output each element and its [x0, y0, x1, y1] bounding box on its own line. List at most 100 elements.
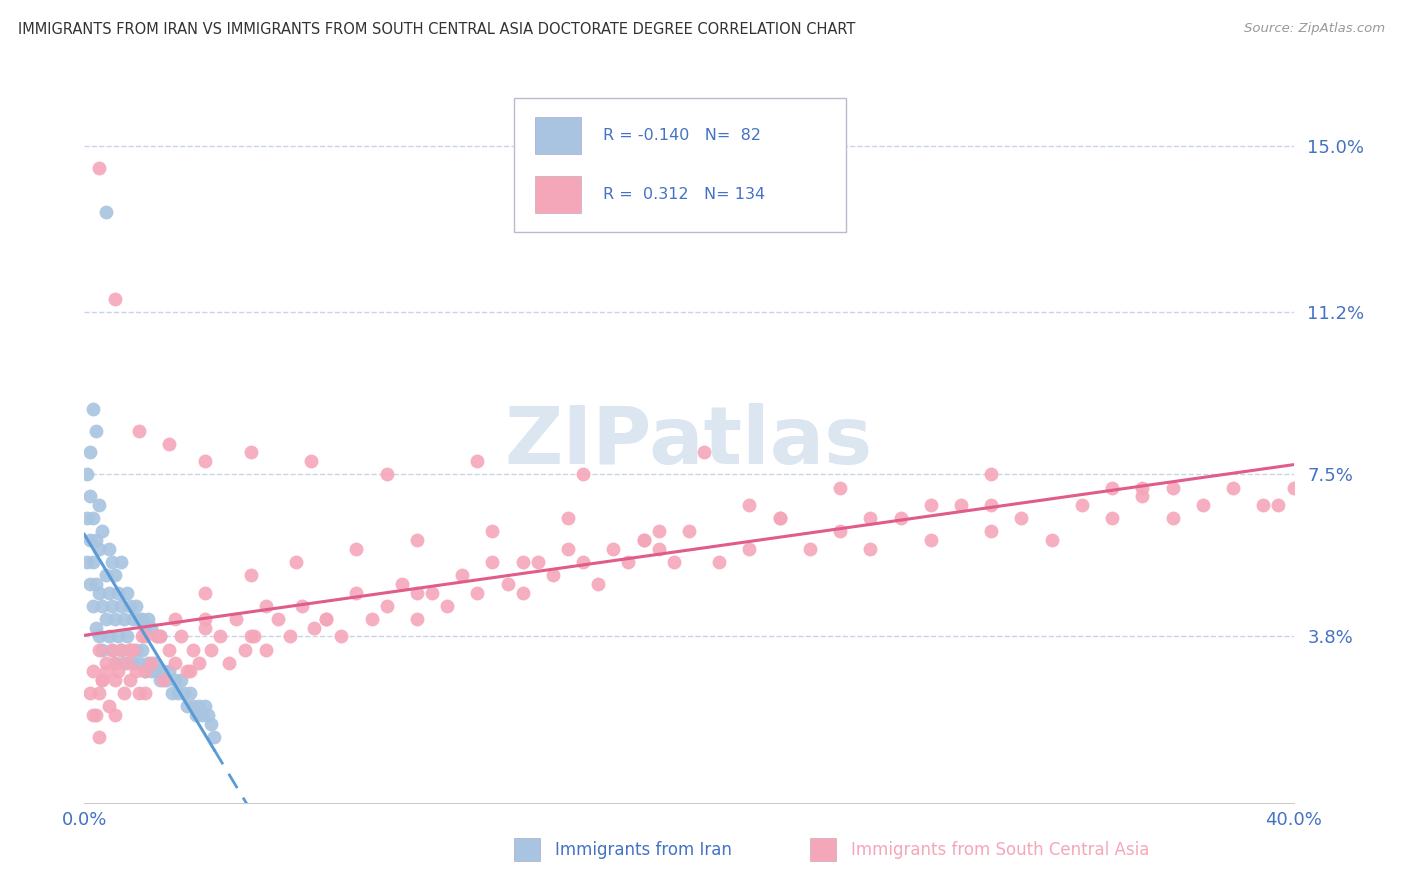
Point — [602, 541, 624, 556]
Point — [131, 642, 153, 657]
Point — [104, 673, 127, 688]
Point — [302, 621, 325, 635]
Point — [738, 541, 761, 556]
Bar — [810, 838, 837, 862]
Point — [86, 577, 108, 591]
Bar — [536, 176, 581, 213]
Point — [89, 730, 111, 744]
Point — [157, 665, 180, 679]
Point — [693, 445, 716, 459]
Point — [920, 533, 942, 547]
Point — [100, 599, 122, 613]
Point — [588, 577, 610, 591]
Point — [202, 730, 225, 744]
Point — [678, 524, 700, 539]
Point — [165, 673, 187, 688]
Point — [186, 708, 208, 723]
Point — [239, 568, 262, 582]
Point — [82, 555, 104, 569]
Point — [1040, 533, 1063, 547]
Point — [134, 665, 156, 679]
Point — [375, 599, 398, 613]
Point — [139, 665, 162, 679]
Point — [112, 686, 135, 700]
Text: IMMIGRANTS FROM IRAN VS IMMIGRANTS FROM SOUTH CENTRAL ASIA DOCTORATE DEGREE CORR: IMMIGRANTS FROM IRAN VS IMMIGRANTS FROM … — [18, 22, 856, 37]
Point — [89, 629, 111, 643]
Text: Source: ZipAtlas.com: Source: ZipAtlas.com — [1244, 22, 1385, 36]
Point — [291, 599, 314, 613]
Point — [406, 612, 429, 626]
Point — [194, 621, 217, 635]
Point — [94, 612, 117, 626]
Text: R =  0.312   N= 134: R = 0.312 N= 134 — [603, 187, 765, 202]
Point — [100, 555, 122, 569]
Point — [82, 708, 104, 723]
Point — [128, 612, 150, 626]
Point — [769, 511, 792, 525]
Point — [115, 629, 138, 643]
Point — [1253, 498, 1275, 512]
Point — [1101, 511, 1123, 525]
Point — [100, 642, 122, 657]
Point — [179, 665, 201, 679]
Point — [104, 292, 127, 306]
Point — [830, 481, 852, 495]
Point — [128, 656, 150, 670]
Point — [167, 686, 190, 700]
Point — [1161, 511, 1184, 525]
Point — [155, 673, 177, 688]
Point — [112, 612, 135, 626]
Point — [1130, 489, 1153, 503]
Point — [82, 665, 104, 679]
Point — [346, 585, 368, 599]
Point — [191, 708, 214, 723]
Point — [86, 708, 108, 723]
Point — [146, 629, 169, 643]
Point — [285, 555, 308, 569]
Point — [104, 612, 127, 626]
Point — [79, 533, 101, 547]
Point — [118, 599, 141, 613]
Point — [134, 621, 156, 635]
Point — [118, 642, 141, 657]
Point — [157, 436, 180, 450]
Point — [194, 612, 217, 626]
Point — [139, 656, 162, 670]
Point — [541, 568, 564, 582]
Point — [76, 467, 98, 482]
Point — [330, 629, 353, 643]
Point — [128, 686, 150, 700]
Point — [200, 642, 222, 657]
Point — [420, 585, 443, 599]
Point — [233, 642, 256, 657]
Point — [920, 498, 942, 512]
Point — [89, 585, 111, 599]
Point — [104, 656, 127, 670]
Point — [110, 555, 132, 569]
Point — [89, 161, 111, 175]
Point — [131, 629, 153, 643]
Point — [97, 699, 120, 714]
Point — [110, 642, 132, 657]
Point — [97, 629, 120, 643]
Point — [1267, 498, 1289, 512]
Point — [131, 612, 153, 626]
Point — [391, 577, 413, 591]
Point — [89, 541, 111, 556]
Point — [125, 599, 148, 613]
Point — [121, 656, 143, 670]
Point — [299, 454, 322, 468]
Point — [633, 533, 655, 547]
Point — [980, 467, 1002, 482]
Point — [1071, 498, 1094, 512]
Point — [181, 642, 204, 657]
Point — [194, 699, 217, 714]
Point — [557, 541, 579, 556]
Point — [278, 629, 301, 643]
Point — [112, 656, 135, 670]
Point — [1161, 481, 1184, 495]
Point — [146, 665, 169, 679]
Point — [467, 585, 489, 599]
Point — [97, 585, 120, 599]
Point — [197, 708, 219, 723]
